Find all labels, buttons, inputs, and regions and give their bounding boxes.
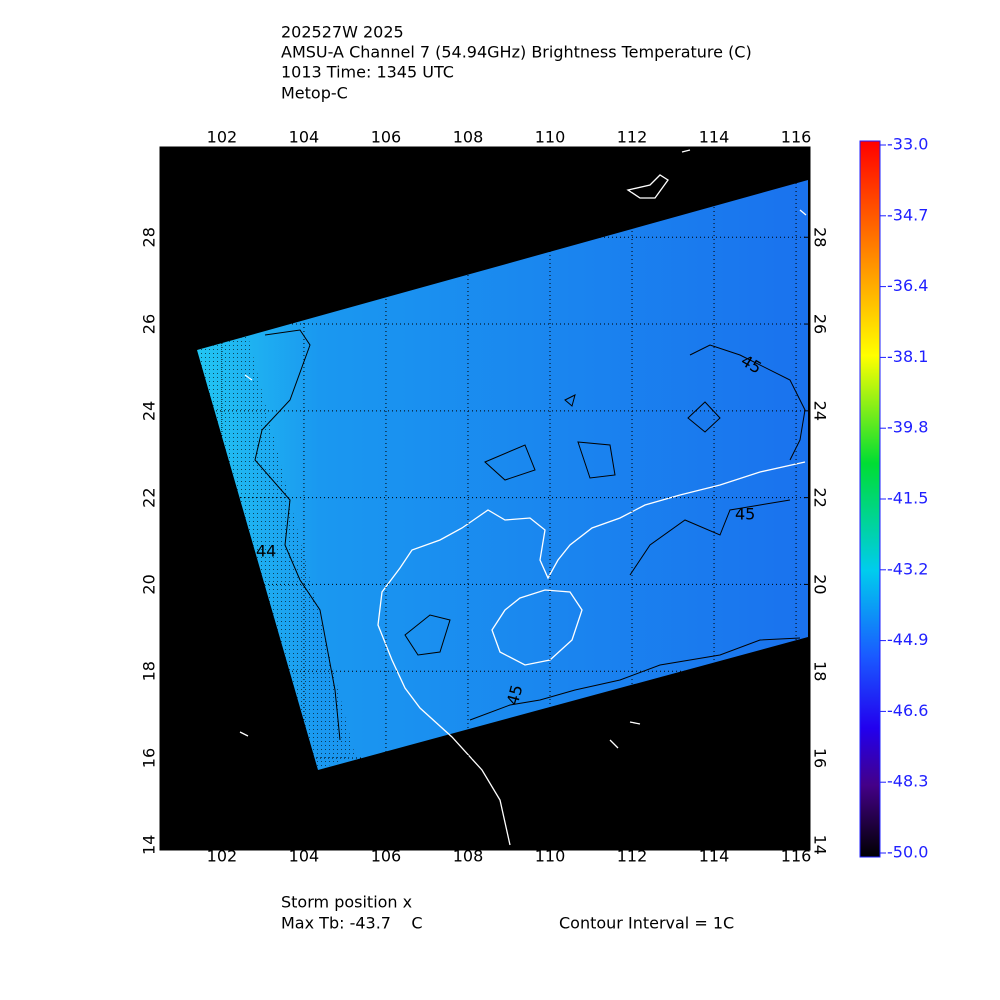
lat-label: 18 bbox=[140, 661, 159, 681]
lon-label: 112 bbox=[617, 847, 648, 866]
colorbar-label: -39.8 bbox=[887, 418, 928, 437]
footer: Storm position x Max Tb: -43.7 C Contour… bbox=[281, 893, 734, 933]
contour-interval: Contour Interval = 1C bbox=[559, 914, 734, 933]
lon-label: 114 bbox=[699, 847, 730, 866]
lon-label: 116 bbox=[781, 847, 812, 866]
lon-label: 102 bbox=[207, 847, 238, 866]
lat-label: 18 bbox=[811, 661, 830, 681]
contour-label: 44 bbox=[256, 542, 276, 561]
lat-label: 24 bbox=[811, 401, 830, 421]
lat-label: 24 bbox=[140, 401, 159, 421]
lat-label: 28 bbox=[140, 227, 159, 247]
colorbar-label: -50.0 bbox=[887, 843, 928, 862]
map-frame bbox=[159, 146, 811, 851]
lon-label: 108 bbox=[453, 128, 484, 147]
contour-line bbox=[689, 344, 806, 461]
lat-label: 26 bbox=[140, 314, 159, 334]
lat-label: 14 bbox=[140, 835, 159, 855]
header-line: 1013 Time: 1345 UTC bbox=[281, 63, 454, 82]
colorbar-label: -48.3 bbox=[887, 772, 928, 791]
map: 45 44 45 45 bbox=[159, 146, 811, 851]
header-line: Metop-C bbox=[281, 84, 348, 103]
colorbar-label: -46.6 bbox=[887, 701, 928, 720]
max-tb: Max Tb: -43.7 C bbox=[281, 914, 422, 933]
lon-label: 114 bbox=[699, 128, 730, 147]
lon-label: 108 bbox=[453, 847, 484, 866]
colorbar-label: -33.0 bbox=[887, 135, 928, 154]
contour-line bbox=[629, 499, 791, 576]
lon-label: 110 bbox=[535, 128, 566, 147]
colorbar-label: -36.4 bbox=[887, 276, 928, 295]
contour-label: 45 bbox=[735, 505, 755, 524]
lon-label: 116 bbox=[781, 128, 812, 147]
stipple bbox=[197, 336, 355, 770]
lat-label: 22 bbox=[811, 487, 830, 507]
lat-label: 20 bbox=[140, 574, 159, 594]
lat-label: 14 bbox=[811, 835, 830, 855]
header: 202527W 2025 AMSU-A Channel 7 (54.94GHz)… bbox=[281, 23, 752, 103]
colorbar-scale bbox=[859, 140, 881, 858]
lon-label: 110 bbox=[535, 847, 566, 866]
lon-label: 106 bbox=[371, 128, 402, 147]
colorbar-label: -44.9 bbox=[887, 630, 928, 649]
contour-line bbox=[404, 614, 451, 656]
contour-label: 45 bbox=[503, 683, 527, 708]
contour-line bbox=[254, 329, 341, 741]
swath bbox=[197, 180, 808, 770]
lat-label: 16 bbox=[811, 748, 830, 768]
coast-fragment bbox=[239, 149, 807, 749]
contour-line bbox=[469, 637, 801, 721]
colorbar-label: -38.1 bbox=[887, 347, 928, 366]
header-line: 202527W 2025 bbox=[281, 23, 404, 42]
lon-label: 104 bbox=[289, 847, 320, 866]
lat-label: 16 bbox=[140, 748, 159, 768]
contour-line bbox=[484, 394, 721, 481]
lat-label: 22 bbox=[140, 487, 159, 507]
colorbar: -33.0 -34.7 -36.4 -38.1 -39.8 -41.5 -43.2 -44.9… bbox=[859, 135, 928, 862]
lon-label: 102 bbox=[207, 128, 238, 147]
storm-position: Storm position x bbox=[281, 893, 412, 912]
lat-label: 20 bbox=[811, 574, 830, 594]
lat-label: 26 bbox=[811, 314, 830, 334]
lon-label: 104 bbox=[289, 128, 320, 147]
lat-label: 28 bbox=[811, 227, 830, 247]
colorbar-label: -43.2 bbox=[887, 559, 928, 578]
colorbar-label: -34.7 bbox=[887, 205, 928, 224]
lon-label: 106 bbox=[371, 847, 402, 866]
header-line: AMSU-A Channel 7 (54.94GHz) Brightness T… bbox=[281, 43, 752, 62]
lon-label: 112 bbox=[617, 128, 648, 147]
contours bbox=[254, 329, 806, 741]
colorbar-label: -41.5 bbox=[887, 489, 928, 508]
